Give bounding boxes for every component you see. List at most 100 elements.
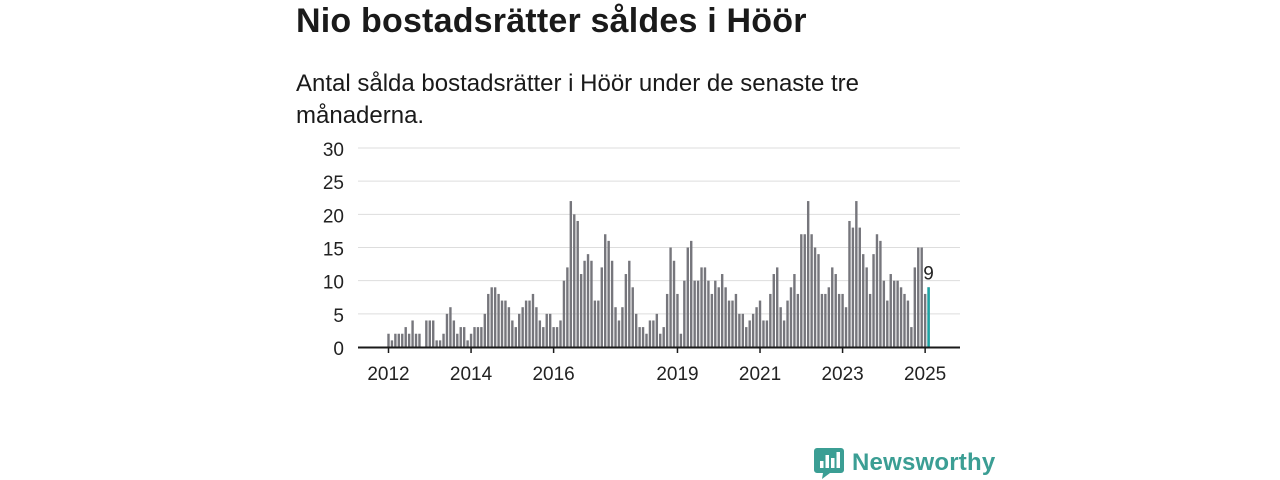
- bar: [411, 320, 414, 347]
- bar: [796, 293, 800, 347]
- bar: [490, 287, 493, 347]
- bar: [624, 274, 628, 347]
- bar: [693, 280, 696, 347]
- bar: [910, 327, 913, 347]
- bar: [428, 320, 431, 347]
- bar: [628, 260, 631, 347]
- bar: [394, 333, 397, 347]
- bar: [407, 333, 411, 347]
- bar: [614, 307, 617, 347]
- bar: [779, 307, 782, 347]
- bar: [456, 333, 459, 347]
- bar: [707, 280, 710, 347]
- bar: [810, 234, 813, 347]
- bar: [720, 274, 724, 347]
- bar: [820, 293, 824, 347]
- bar: [576, 220, 579, 347]
- bar: [917, 247, 920, 347]
- bar: [703, 267, 707, 347]
- bar: [387, 333, 390, 347]
- bar: [862, 254, 865, 347]
- bar: [776, 267, 779, 347]
- bar: [748, 320, 751, 347]
- y-tick-label: 20: [323, 206, 344, 227]
- bar: [841, 293, 844, 347]
- bar: [762, 320, 765, 347]
- bar: [404, 327, 407, 347]
- bar: [655, 313, 659, 347]
- newsworthy-chart-icon: [814, 448, 844, 479]
- bar: [789, 287, 793, 347]
- bar: [493, 287, 497, 347]
- bar: [586, 254, 590, 347]
- bar: [731, 300, 734, 347]
- y-tick-label: 15: [323, 240, 344, 261]
- chart-title: Nio bostadsrätter såldes i Höör: [296, 2, 807, 40]
- newsworthy-wordmark: Newsworthy: [852, 449, 996, 476]
- bar: [896, 280, 899, 347]
- bar: [538, 320, 542, 347]
- bar: [621, 307, 624, 347]
- bar: [834, 274, 837, 347]
- x-tick-label: 2012: [367, 364, 409, 385]
- bar: [552, 327, 555, 347]
- bar: [676, 293, 679, 347]
- bar: [459, 327, 462, 347]
- bar: [449, 307, 452, 347]
- bar: [813, 247, 817, 347]
- bar: [827, 287, 831, 347]
- bar: [535, 307, 538, 347]
- bar: [600, 267, 603, 347]
- bar: [511, 320, 514, 347]
- bar: [665, 293, 669, 347]
- bar: [573, 214, 576, 347]
- bar: [401, 333, 404, 347]
- bar: [710, 293, 714, 347]
- bar: [487, 293, 490, 347]
- bar: [727, 300, 731, 347]
- bar: [741, 313, 745, 347]
- bar: [662, 327, 665, 347]
- bar: [514, 327, 517, 347]
- bar: [604, 234, 607, 347]
- bar: [923, 293, 927, 347]
- bar: [751, 313, 755, 347]
- y-tick-label: 25: [323, 173, 344, 194]
- bar: [831, 267, 834, 347]
- bar: [868, 293, 872, 347]
- bar: [800, 234, 803, 347]
- highlight-data-label: 9: [923, 263, 934, 284]
- bar: [418, 333, 421, 347]
- bar: [700, 267, 703, 347]
- x-tick-label: 2019: [656, 364, 698, 385]
- bar: [672, 260, 676, 347]
- chart-subtitle: Antal sålda bostadsrätter i Höör under d…: [296, 70, 859, 129]
- bar: [432, 320, 435, 347]
- bar: [631, 287, 634, 347]
- bar: [469, 333, 473, 347]
- x-tick-label: 2023: [821, 364, 863, 385]
- highlight-bar: [927, 287, 930, 347]
- bar: [652, 320, 655, 347]
- bar: [579, 274, 583, 347]
- bar: [669, 247, 672, 347]
- bar: [476, 327, 480, 347]
- bar: [473, 327, 476, 347]
- bar: [848, 220, 851, 347]
- bar: [638, 327, 641, 347]
- bar: [593, 300, 597, 347]
- bar: [397, 333, 401, 347]
- bar: [590, 260, 593, 347]
- bar: [782, 320, 786, 347]
- bar: [659, 333, 662, 347]
- bar: [892, 280, 896, 347]
- bar: [745, 327, 748, 347]
- x-tick-label: 2021: [739, 364, 781, 385]
- bar: [717, 287, 720, 347]
- bar: [445, 313, 449, 347]
- bar: [545, 313, 548, 347]
- bar: [793, 274, 796, 347]
- bar: [507, 307, 511, 347]
- bar: [504, 300, 507, 347]
